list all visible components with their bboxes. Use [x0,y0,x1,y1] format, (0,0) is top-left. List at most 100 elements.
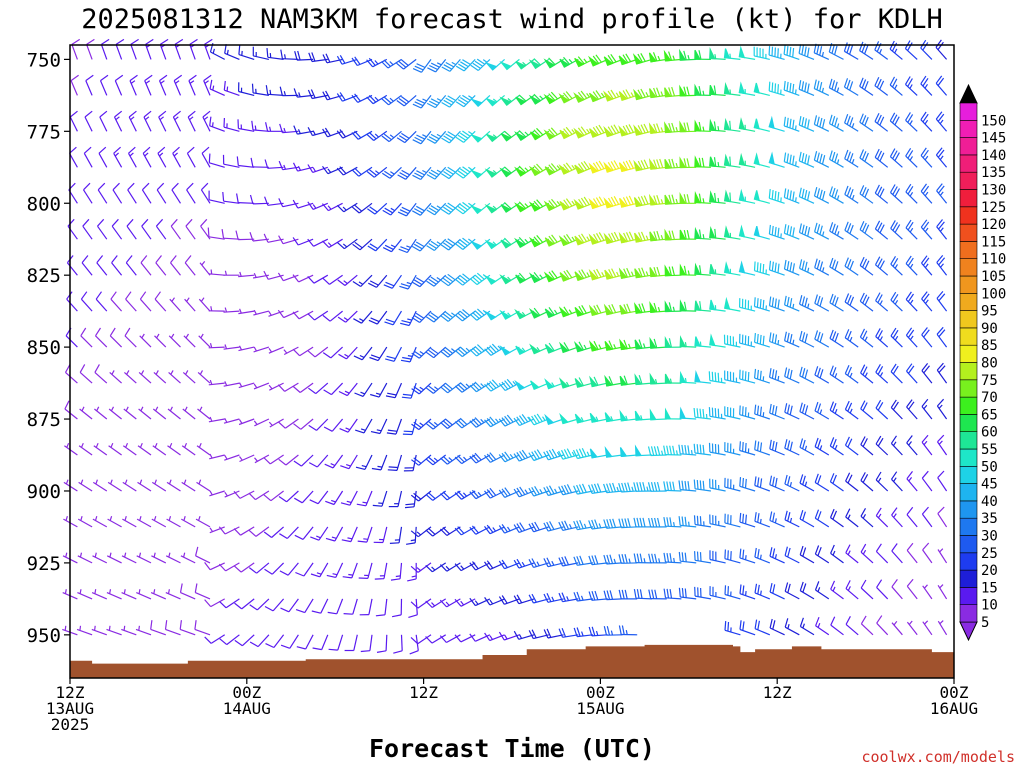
wind-barb [769,368,785,384]
wind-barb [633,195,653,208]
wind-barb [678,551,697,564]
wind-barb [921,398,933,420]
colorbar-swatch [959,483,978,502]
wind-barb [454,634,476,643]
wind-barb [292,274,314,283]
wind-barb [891,620,903,636]
wind-barb [410,598,432,609]
wind-barb [544,342,564,354]
wind-barb [238,382,255,389]
wind-barb [694,336,711,348]
wind-barb [814,581,830,600]
wind-barb [114,74,124,96]
colorbar-swatch [959,535,978,554]
wind-barb [619,447,638,458]
wind-barb [137,479,152,492]
wind-barb [292,310,314,320]
wind-barb [921,470,933,492]
wind-barb [813,151,830,168]
wind-barb [619,303,638,315]
wind-barb [77,516,93,528]
wind-barb [238,418,255,426]
wind-barb [454,454,476,465]
colorbar-min-arrow [959,621,978,642]
wind-barb [179,620,196,636]
wind-barb [425,634,447,644]
wind-barb [679,229,697,240]
wind-barb [543,485,564,497]
wind-barb [844,113,859,132]
wind-barb [124,327,137,348]
wind-barb [799,259,815,276]
wind-barb [889,184,903,204]
wind-barb [469,166,491,179]
wind-barb [250,157,269,168]
wind-barb [337,238,358,250]
wind-barb [139,333,152,348]
wind-barb [252,46,270,60]
wind-barb [709,190,726,204]
wind-barb [738,188,756,204]
wind-barb [906,620,918,636]
colorbar-label: 45 [981,477,998,493]
wind-barb [309,490,329,505]
wind-barb [185,218,196,240]
wind-barb [152,406,167,420]
wind-barb [264,562,285,575]
wind-barb [754,404,770,420]
wind-barb [440,238,461,251]
wind-barb [738,224,756,240]
wind-barb [292,382,314,393]
wind-barb [294,490,314,504]
wind-barb [83,146,93,168]
wind-barb [130,38,139,60]
wind-barb [283,346,299,356]
wind-barb [499,94,520,106]
colorbar-label: 135 [981,165,1006,181]
colorbar-label: 115 [981,234,1006,250]
colorbar-label: 125 [981,200,1006,216]
wind-barb [295,598,314,614]
wind-barb [935,147,948,168]
wind-barb [322,238,343,249]
wind-barb [85,74,94,96]
wind-barb [97,218,108,240]
wind-barb [814,473,830,492]
wind-barb [360,634,373,653]
wind-barb [754,512,771,528]
wind-barb [440,490,461,501]
wind-barb [876,615,889,636]
wind-barb [187,110,196,132]
wind-barb [397,166,417,180]
colorbar-label: 65 [981,407,998,423]
wind-barb [411,382,432,395]
wind-barb [359,598,373,616]
wind-barb [410,562,432,573]
wind-barb [233,490,255,499]
wind-barb [678,516,697,528]
wind-barb [739,512,756,528]
wind-barb [588,268,608,281]
wind-barb [649,301,667,313]
wind-barb [633,123,653,136]
wind-barb [126,218,137,240]
wind-barb [693,443,711,456]
wind-barb [352,274,373,288]
wind-barb [905,112,918,132]
wind-barb [233,562,255,573]
wind-barb [412,95,432,109]
wind-barb [366,166,388,178]
wind-barb [890,291,903,312]
wind-barb [251,120,269,132]
wind-barb [237,119,255,132]
wind-barb [904,76,918,96]
wind-barb [372,490,388,507]
wind-barb [543,270,564,283]
wind-barb [603,482,623,494]
wind-barb [223,307,240,313]
wind-barb [920,111,933,132]
wind-barb [603,518,623,529]
wind-barb [469,202,491,215]
wind-barb [339,418,358,433]
